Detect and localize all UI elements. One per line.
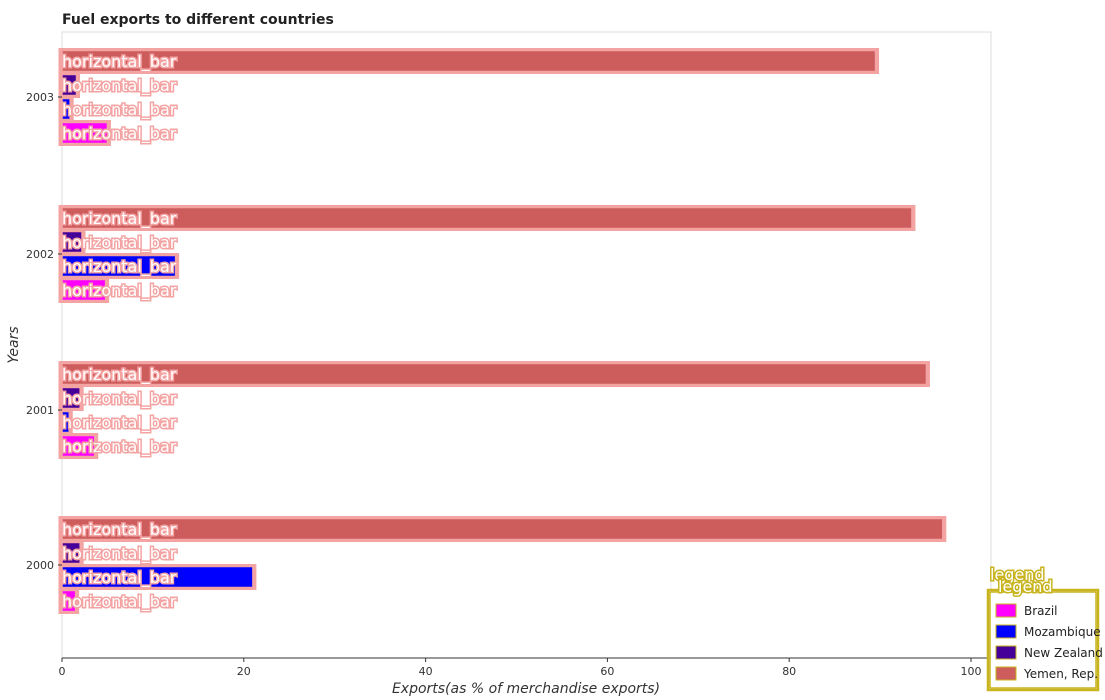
bar-label-brazil-2002: horizontal_bar	[62, 281, 177, 301]
bar-yemen-rep-2002	[61, 206, 913, 230]
x-tick-100: 100	[961, 665, 982, 678]
x-tick-80: 80	[782, 665, 796, 678]
legend-label-mozambique: Mozambique	[1024, 625, 1101, 639]
bar-outline-mozambique-2002	[58, 253, 180, 279]
y-axis-label: Years	[6, 326, 22, 363]
bar-label-yemen-rep-2002: horizontal_bar	[62, 209, 177, 229]
y-tick-2000: 2000	[26, 559, 54, 572]
x-axis-label: Exports(as % of merchandise exports)	[392, 681, 660, 697]
x-tick-40: 40	[419, 665, 433, 678]
legend-swatch-brazil	[995, 603, 1017, 618]
bar-label-mozambique-2000: horizontal_bar	[62, 568, 177, 588]
legend-inner-box	[989, 591, 1097, 689]
bar-label-yemen-rep-2001: horizontal_bar	[62, 365, 177, 385]
bar-label-new-zealand-2003: horizontal_bar	[62, 76, 177, 96]
bar-label-brazil-2001: horizontal_bar	[62, 437, 177, 457]
y-tick-2003: 2003	[26, 91, 54, 104]
legend-swatch-yemen-rep	[995, 666, 1017, 681]
legend-title-inner: legend	[998, 577, 1053, 596]
x-tick-20: 20	[237, 665, 251, 678]
bar-outline-yemen-rep-2001	[58, 361, 930, 387]
y-axis: 2000 2001 2002 2003	[26, 91, 62, 572]
bar-label-yemen-rep-2003: horizontal_bar	[62, 52, 177, 72]
chart-title: Fuel exports to different countries	[62, 12, 334, 28]
bar-yemen-rep-2003	[61, 49, 877, 73]
bar-label-mozambique-2002: horizontal_bar	[62, 257, 177, 277]
x-tick-0: 0	[59, 665, 66, 678]
legend-title: legend	[990, 565, 1045, 584]
bar-label-mozambique-2003: horizontal_bar	[62, 100, 177, 120]
y-tick-2002: 2002	[26, 248, 54, 261]
y-tick-2001: 2001	[26, 404, 54, 417]
bar-label-new-zealand-2001: horizontal_bar	[62, 389, 177, 409]
bar-yemen-rep-2001	[61, 362, 928, 386]
bar-outline-mozambique-2000	[58, 564, 257, 590]
bar-label-brazil-2000: horizontal_bar	[62, 592, 177, 612]
legend-label-new-zealand: New Zealand	[1024, 646, 1103, 660]
legend-label-brazil: Brazil	[1024, 604, 1058, 618]
x-axis: 0 20 40 60 80 100	[59, 657, 991, 678]
bar-label-new-zealand-2000: horizontal_bar	[62, 544, 177, 564]
bar-label-new-zealand-2002: horizontal_bar	[62, 233, 177, 253]
bar-label-yemen-rep-2000: horizontal_bar	[62, 520, 177, 540]
bar-outline-brazil-2003	[58, 120, 111, 146]
bar-labels-layer: horizontal_bar horizontal_bar horizontal_b…	[58, 48, 947, 614]
bar-outline-brazil-2001	[58, 433, 99, 459]
legend-swatch-mozambique	[995, 624, 1017, 639]
legend-label-yemen-rep: Yemen, Rep.	[1023, 667, 1098, 681]
bar-label-brazil-2003: horizontal_bar	[62, 124, 177, 144]
bar-yemen-rep-2000	[61, 517, 944, 541]
bar-outline-yemen-rep-2000	[58, 516, 947, 542]
plot-area	[61, 31, 992, 659]
bar-outline-yemen-rep-2003	[58, 48, 880, 74]
bar-label-mozambique-2001: horizontal_bar	[62, 413, 177, 433]
x-tick-60: 60	[600, 665, 614, 678]
legend-swatch-new-zealand	[995, 645, 1017, 660]
bar-outline-yemen-rep-2002	[58, 205, 916, 231]
